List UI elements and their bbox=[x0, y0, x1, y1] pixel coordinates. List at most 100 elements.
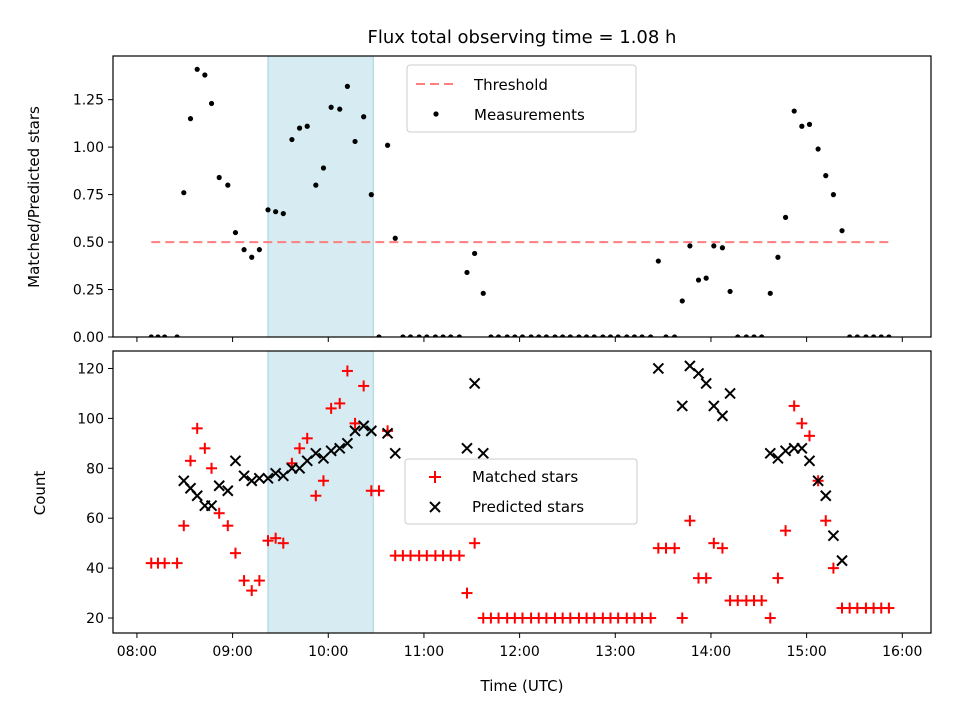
measurement-point bbox=[854, 334, 860, 337]
measurement-point bbox=[256, 247, 262, 253]
measurement-point bbox=[719, 245, 726, 251]
x-tick-label: 09:00 bbox=[212, 644, 252, 660]
matched-star-point bbox=[796, 417, 808, 429]
predicted-star-point bbox=[389, 447, 401, 460]
matched-star-point bbox=[676, 612, 688, 624]
measurement-point bbox=[480, 290, 486, 296]
measurement-point bbox=[448, 334, 454, 337]
measurement-point bbox=[352, 138, 358, 145]
measurement-point bbox=[735, 334, 741, 337]
bottom-x-ticks: 08:00 09:00 10:00 11:00 12:00 13:00 14:00 15:00… bbox=[117, 633, 922, 660]
matched-star-point bbox=[270, 532, 282, 544]
matched-star-point bbox=[349, 417, 361, 429]
measurement-point bbox=[552, 334, 558, 337]
matched-star-point bbox=[334, 397, 346, 409]
matched-star-point bbox=[262, 535, 274, 547]
measurement-point bbox=[543, 334, 549, 337]
measurement-point bbox=[751, 334, 757, 337]
bottom-axes-frame bbox=[112, 350, 932, 634]
matched-star-point bbox=[684, 515, 696, 527]
y-tick-label: 0.75 bbox=[73, 188, 104, 204]
matched-star-point bbox=[277, 537, 289, 549]
matched-star-point bbox=[772, 572, 784, 584]
top-legend-box bbox=[406, 64, 637, 133]
predicted-star-point bbox=[700, 377, 712, 390]
measurement-point bbox=[791, 108, 797, 114]
measurement-point bbox=[472, 250, 478, 257]
measurement-point bbox=[232, 229, 239, 236]
predicted-star-point bbox=[205, 500, 218, 512]
measurement-point bbox=[600, 334, 606, 337]
matched-star-point bbox=[310, 490, 322, 502]
measurement-point bbox=[839, 228, 845, 234]
measurement-point bbox=[767, 290, 773, 296]
measurement-point bbox=[727, 288, 733, 295]
matched-star-point bbox=[341, 365, 353, 377]
matched-star-point bbox=[171, 557, 183, 569]
x-axis-label: Time (UTC) bbox=[480, 677, 564, 695]
measurement-point bbox=[376, 334, 382, 337]
measurement-point bbox=[241, 247, 247, 253]
predicted-star-point bbox=[229, 455, 242, 467]
matched-star-point bbox=[294, 442, 306, 454]
measurement-point bbox=[328, 104, 334, 110]
predicted-star-point bbox=[253, 472, 266, 484]
predicted-star-point bbox=[836, 554, 848, 567]
measurement-point bbox=[416, 334, 422, 337]
legend-matched-swatch bbox=[429, 471, 441, 483]
measurement-point bbox=[615, 334, 621, 337]
predicted-star-point bbox=[461, 442, 473, 455]
measurement-point bbox=[361, 114, 367, 120]
predicted-star-point bbox=[365, 425, 378, 437]
measurement-point bbox=[823, 173, 829, 179]
measurement-point bbox=[711, 243, 717, 249]
measurement-point bbox=[148, 334, 154, 337]
predicted-star-point bbox=[803, 455, 816, 467]
measurement-point bbox=[759, 334, 765, 337]
measurement-point bbox=[870, 334, 877, 337]
measurement-point bbox=[181, 190, 187, 196]
matched-star-point bbox=[788, 400, 800, 412]
matched-star-point bbox=[253, 575, 265, 587]
bottom-panel: 08:00 09:00 10:00 11:00 12:00 13:00 14:00 15:00… bbox=[31, 350, 932, 695]
y-tick-label: 0.50 bbox=[73, 235, 104, 251]
matched-star-point bbox=[803, 430, 815, 442]
measurement-point bbox=[162, 334, 168, 337]
measurement-point bbox=[687, 243, 693, 249]
legend-measurements-swatch bbox=[433, 111, 439, 117]
x-tick-label: 14:00 bbox=[691, 644, 731, 660]
matched-star-point bbox=[645, 612, 657, 624]
matched-star-point bbox=[159, 557, 171, 569]
measurement-point bbox=[536, 334, 542, 337]
measurement-point bbox=[208, 100, 215, 107]
predicted-star-point bbox=[246, 475, 258, 487]
matched-star-point bbox=[238, 575, 250, 587]
measurement-point bbox=[560, 334, 566, 337]
measurement-point bbox=[631, 334, 638, 337]
top-x-ticks bbox=[136, 337, 903, 342]
measurement-point bbox=[440, 334, 446, 337]
measurement-point bbox=[847, 334, 853, 337]
measurement-point bbox=[289, 136, 295, 143]
measurement-point bbox=[155, 334, 161, 337]
matched-star-point bbox=[708, 537, 720, 549]
measurement-point bbox=[648, 334, 654, 337]
measurement-point bbox=[344, 83, 350, 89]
matched-star-point bbox=[669, 542, 681, 554]
measurement-point bbox=[806, 121, 813, 127]
measurement-point bbox=[703, 275, 709, 281]
measurement-point bbox=[456, 334, 462, 337]
predicted-star-point bbox=[269, 467, 282, 479]
matched-star-point bbox=[469, 537, 481, 549]
measurement-point bbox=[424, 334, 430, 337]
bottom-y-axis-label: Count bbox=[31, 471, 49, 516]
x-tick-label: 13:00 bbox=[595, 644, 635, 660]
measurement-point bbox=[519, 334, 526, 337]
measurement-point bbox=[313, 182, 319, 188]
measurement-point bbox=[488, 334, 494, 337]
predicted-star-point bbox=[692, 367, 705, 380]
measurement-point bbox=[384, 142, 391, 148]
matched-star-point bbox=[716, 542, 728, 554]
predicted-star-point bbox=[827, 529, 840, 542]
